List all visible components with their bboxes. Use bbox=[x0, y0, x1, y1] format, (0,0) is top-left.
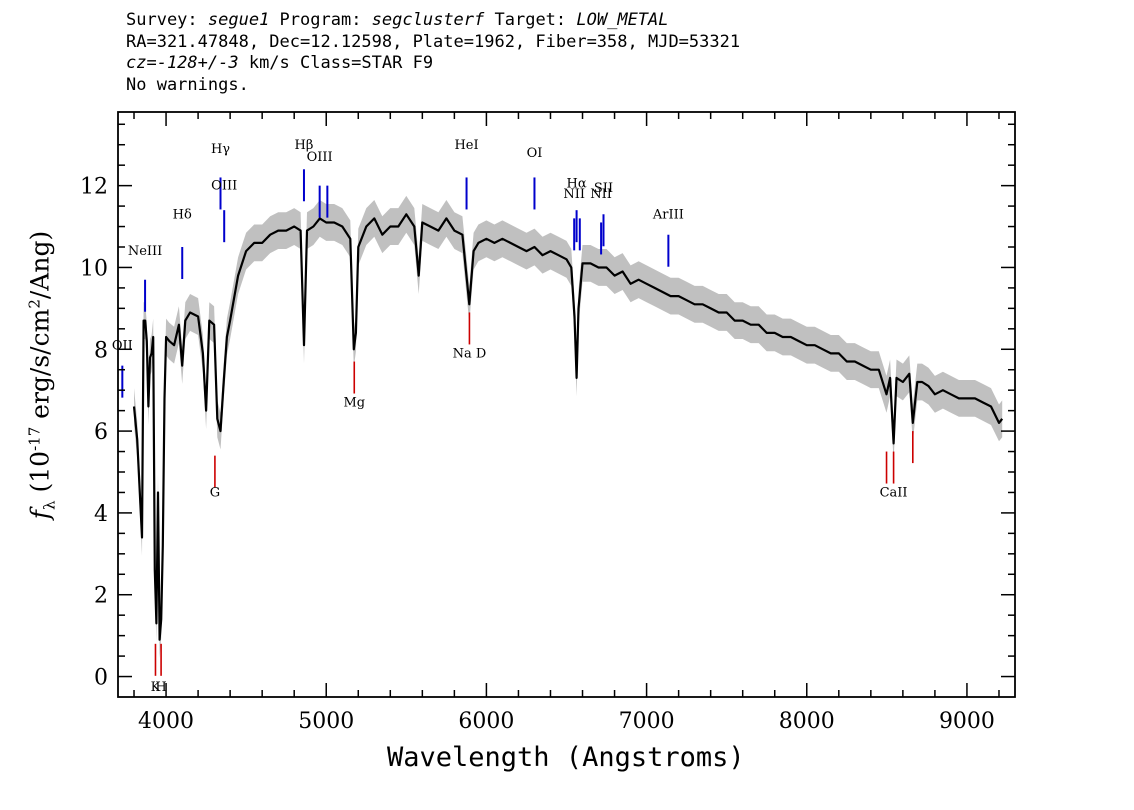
emission-line-label: OIII bbox=[211, 179, 237, 194]
emission-line-label: Hα bbox=[567, 177, 587, 192]
header-line-survey: Survey: segue1 Program: segclusterf Targ… bbox=[126, 10, 740, 32]
x-tick-label: 5000 bbox=[298, 709, 354, 734]
program-label: Program: bbox=[269, 10, 372, 30]
flux-line bbox=[132, 213, 1004, 641]
error-band-layer bbox=[134, 195, 1003, 659]
cz-value: cz=-128+/-3 bbox=[126, 53, 239, 73]
y-tick-label: 6 bbox=[94, 420, 108, 445]
class-text: km/s Class=STAR F9 bbox=[238, 53, 434, 73]
y-tick-label: 2 bbox=[94, 584, 108, 609]
survey-value: segue1 bbox=[207, 10, 270, 30]
emission-line-label: Hγ bbox=[211, 142, 230, 157]
plot-frame bbox=[117, 111, 1016, 698]
emission-line-label: SII bbox=[594, 181, 613, 196]
x-tick-label: 4000 bbox=[138, 709, 194, 734]
y-tick-label: 12 bbox=[80, 175, 108, 200]
y-axis-label-box: fλ (10-17 erg/s/cm2/Ang) bbox=[22, 150, 62, 600]
target-label: Target: bbox=[484, 10, 577, 30]
y-label-post: /Ang) bbox=[25, 230, 55, 300]
spectral-line-markers: OIINeIIIHδHγOIIIHβOIIIHeIOINIIHαNIISIIAr… bbox=[112, 138, 914, 695]
header-line-warnings: No warnings. bbox=[126, 74, 249, 95]
emission-line-label: Hβ bbox=[295, 138, 314, 153]
flux-layer bbox=[132, 213, 1004, 641]
emission-line-label: Hδ bbox=[173, 207, 192, 222]
emission-line-label: OIII bbox=[307, 150, 333, 165]
y-tick-label: 4 bbox=[94, 502, 108, 527]
emission-line-label: NII bbox=[563, 187, 585, 202]
emission-line-label: OI bbox=[527, 146, 543, 161]
absorption-line-label: G bbox=[210, 486, 220, 501]
absorption-line-label: Na D bbox=[453, 346, 487, 361]
target-value: LOW_METAL bbox=[576, 10, 669, 30]
absorption-line-label: K bbox=[151, 680, 161, 695]
error-band bbox=[134, 195, 1003, 659]
spectrum-header: Survey: segue1 Program: segclusterf Targ… bbox=[126, 10, 740, 96]
emission-line-label: NeIII bbox=[128, 244, 162, 259]
x-tick-label: 8000 bbox=[779, 709, 835, 734]
y-label-lambda: λ bbox=[40, 500, 59, 510]
y-tick-label: 10 bbox=[80, 256, 108, 281]
absorption-line-label: Mg bbox=[343, 396, 365, 411]
y-label-mid: erg/s/cm bbox=[25, 308, 55, 427]
y-label-pre: (10 bbox=[25, 450, 55, 501]
header-line-coordinates: RA=321.47848, Dec=12.12598, Plate=1962, … bbox=[126, 31, 741, 52]
emission-line-label: OII bbox=[112, 338, 133, 353]
x-axis-label: Wavelength (Angstroms) bbox=[387, 742, 745, 773]
x-tick-label: 9000 bbox=[939, 709, 995, 734]
y-tick-label: 0 bbox=[94, 666, 108, 691]
emission-line-label: ArIII bbox=[652, 207, 684, 222]
y-tick-label: 8 bbox=[94, 338, 108, 363]
header-line-redshift: cz=-128+/-3 km/s Class=STAR F9 bbox=[126, 53, 740, 75]
y-label-exponent: -17 bbox=[25, 426, 44, 451]
emission-line-label: HeI bbox=[454, 138, 478, 153]
y-label-exponent-2: 2 bbox=[25, 299, 44, 309]
absorption-line-label: CaII bbox=[880, 486, 908, 501]
absorption-line-label: H bbox=[155, 680, 166, 695]
emission-line-label: NII bbox=[590, 187, 612, 202]
survey-label: Survey: bbox=[126, 10, 208, 30]
y-label-f: f bbox=[25, 509, 55, 520]
x-tick-label: 6000 bbox=[458, 709, 514, 734]
x-tick-label: 7000 bbox=[619, 709, 675, 734]
program-value: segclusterf bbox=[371, 10, 485, 30]
y-axis-label: fλ (10-17 erg/s/cm2/Ang) bbox=[25, 231, 58, 519]
axes-layer: 4000 5000 6000 7000 8000 9000 0 2 4 6 8 10 12 bbox=[80, 111, 1016, 734]
